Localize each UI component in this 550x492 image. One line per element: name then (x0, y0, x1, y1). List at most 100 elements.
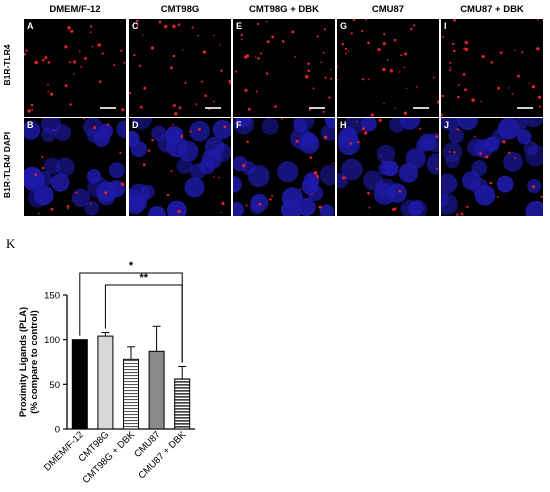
dapi-nucleus (176, 157, 193, 174)
dapi-nucleus (233, 156, 248, 172)
pla-signal-dot (508, 87, 510, 89)
scale-bar (517, 107, 533, 109)
pla-signal-dot (312, 87, 315, 90)
pla-signal-dot (367, 78, 370, 81)
pla-signal-dot (313, 171, 318, 175)
bar-5 (174, 378, 191, 430)
scale-bar (100, 107, 116, 109)
pla-signal-dot (350, 32, 353, 35)
column-title-2: CMT98G (160, 4, 200, 15)
pla-signal-dot (311, 193, 313, 195)
pla-signal-dot (204, 94, 207, 97)
dapi-nucleus (408, 200, 424, 216)
column-title-3: CMT98G + DBK (249, 4, 319, 15)
pla-signal-dot (398, 71, 401, 73)
pla-signal-dot (228, 79, 231, 83)
dapi-nucleus (131, 118, 152, 130)
row-label-b1r-tlr4-dapi: B1R-TLR4/ DAPI (2, 131, 12, 199)
dapi-nucleus (84, 200, 100, 216)
dapi-nucleus (337, 173, 349, 189)
micrograph-panel-j: J (441, 118, 543, 216)
pla-signal-dot (337, 65, 339, 68)
pla-signal-dot (307, 69, 311, 72)
pla-signal-dot (166, 193, 170, 197)
dapi-nucleus (190, 163, 206, 180)
pla-signal-dot (64, 84, 68, 88)
micrograph-panel-f: F (233, 118, 335, 216)
pla-signal-dot (119, 151, 122, 154)
pla-signal-dot (307, 62, 310, 65)
panel-letter: H (340, 120, 347, 130)
pla-signal-dot (367, 41, 370, 45)
pla-signal-dot (392, 208, 395, 211)
dapi-nucleus (281, 187, 303, 209)
y-tick-label: 100 (44, 335, 60, 346)
pla-signal-dot (383, 103, 385, 105)
pla-signal-dot (246, 140, 249, 144)
pla-signal-dot (466, 205, 469, 209)
dapi-nucleus (37, 171, 53, 187)
pla-signal-dot (398, 189, 402, 193)
axes: 0 50 100 150 (44, 291, 195, 436)
y-axis-title-line-1: Proximity Ligands (PLA) (18, 307, 29, 417)
pla-signal-dot (540, 195, 543, 198)
panel-letter: G (340, 21, 348, 31)
pla-signal-dot (143, 86, 147, 90)
dapi-nucleus (524, 118, 543, 128)
pla-signal-dot (240, 33, 243, 37)
bars (71, 325, 191, 430)
pla-signal-dot (341, 43, 344, 46)
pla-signal-dot (294, 55, 296, 58)
dapi-nucleus (405, 148, 426, 169)
pla-signal-dot (345, 52, 347, 55)
dapi-nucleus (293, 118, 315, 131)
pla-signal-dot (449, 61, 452, 64)
pla-signal-dot (123, 61, 126, 64)
pla-signal-dot (180, 134, 184, 138)
pla-signal-dot (174, 112, 178, 116)
pla-signal-dot (403, 111, 408, 115)
pla-signal-dot (324, 76, 327, 79)
y-axis-title: Proximity Ligands (PLA) (% compare to con… (18, 307, 40, 417)
dapi-nucleus (380, 161, 396, 176)
pla-signal-dot (66, 207, 69, 210)
pla-signal-dot (432, 76, 435, 79)
pla-signal-dot (121, 182, 125, 186)
pla-signal-dot (44, 56, 48, 60)
dapi-nucleus (233, 176, 242, 193)
dapi-nucleus (340, 158, 363, 181)
pla-signal-dot (352, 19, 356, 21)
dapi-nucleus (24, 120, 41, 140)
pla-signal-dot (244, 88, 248, 92)
dapi-nucleus (471, 160, 488, 177)
pla-signal-dot (93, 126, 97, 130)
pla-signal-dot (480, 100, 483, 103)
dapi-nucleus (517, 129, 532, 145)
pla-signal-dot (464, 40, 468, 45)
pla-signal-dot (393, 38, 397, 42)
pla-signal-dot (367, 191, 370, 195)
pla-signal-dot (316, 174, 319, 178)
pla-signal-dot (97, 43, 101, 47)
pla-signal-dot (389, 69, 393, 73)
pla-signal-dot (177, 24, 180, 27)
pla-signal-dot (172, 104, 176, 107)
significance-label-2: ** (140, 272, 149, 284)
pla-signal-dot (245, 54, 250, 58)
pla-signal-dot (499, 51, 503, 55)
pla-signal-dot (265, 72, 269, 75)
pla-signal-dot (410, 27, 413, 31)
pla-signal-dot (98, 80, 102, 83)
pla-signal-dot (435, 135, 438, 138)
pla-signal-dot (69, 103, 72, 106)
dapi-nucleus (261, 118, 279, 135)
panel-letter: I (444, 21, 447, 31)
dapi-nucleus (97, 187, 116, 206)
dapi-nucleus (441, 192, 449, 208)
pla-signal-dot (223, 125, 227, 129)
pla-signal-dot (256, 22, 259, 26)
pla-signal-dot (361, 78, 365, 81)
pla-signal-dot (514, 49, 516, 52)
pla-signal-dot (316, 35, 319, 38)
pla-signal-dot (75, 191, 78, 194)
